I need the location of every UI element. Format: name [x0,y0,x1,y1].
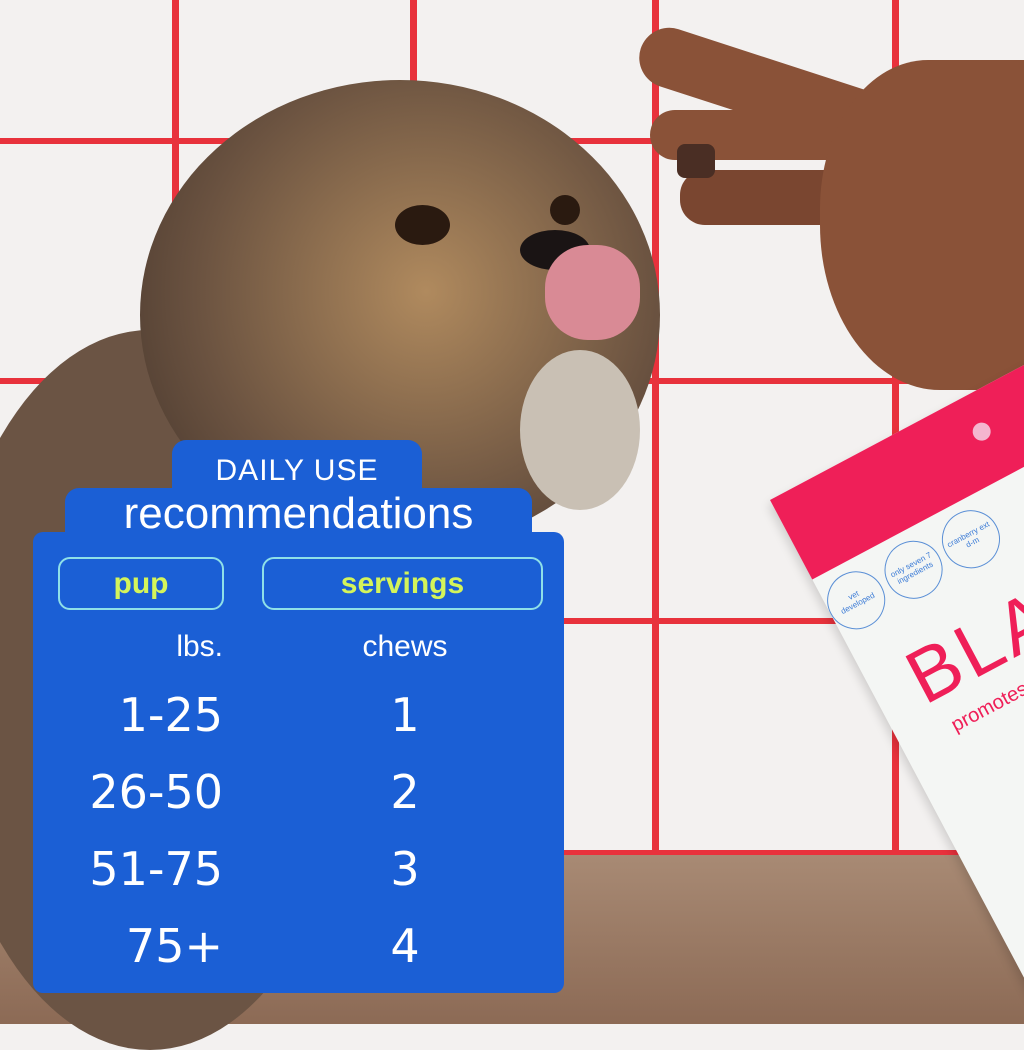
row-weight: 51-75 [89,842,223,896]
unit-chews: chews [362,630,448,663]
unit-lbs: lbs. [176,630,223,663]
title-main: recommendations [123,489,474,538]
badge-cranberry: cranberry ext d-m [931,500,1011,579]
header-servings: servings [262,557,543,610]
grout-line [652,0,659,855]
row-chews: 2 [390,765,420,819]
row-weight: 26-50 [89,765,223,819]
header-pup: pup [58,557,224,610]
grout-line [892,0,899,855]
title-top: DAILY USE [215,454,379,487]
row-weight: 75+ [125,919,223,973]
row-chews: 3 [390,842,420,896]
row-weight: 1-25 [118,688,223,742]
row-chews: 1 [390,688,420,742]
table-panel: pup servings lbs. chews 1-25 1 26-50 2 5… [33,532,564,993]
chew-treat [677,144,715,178]
row-chews: 4 [390,919,420,973]
